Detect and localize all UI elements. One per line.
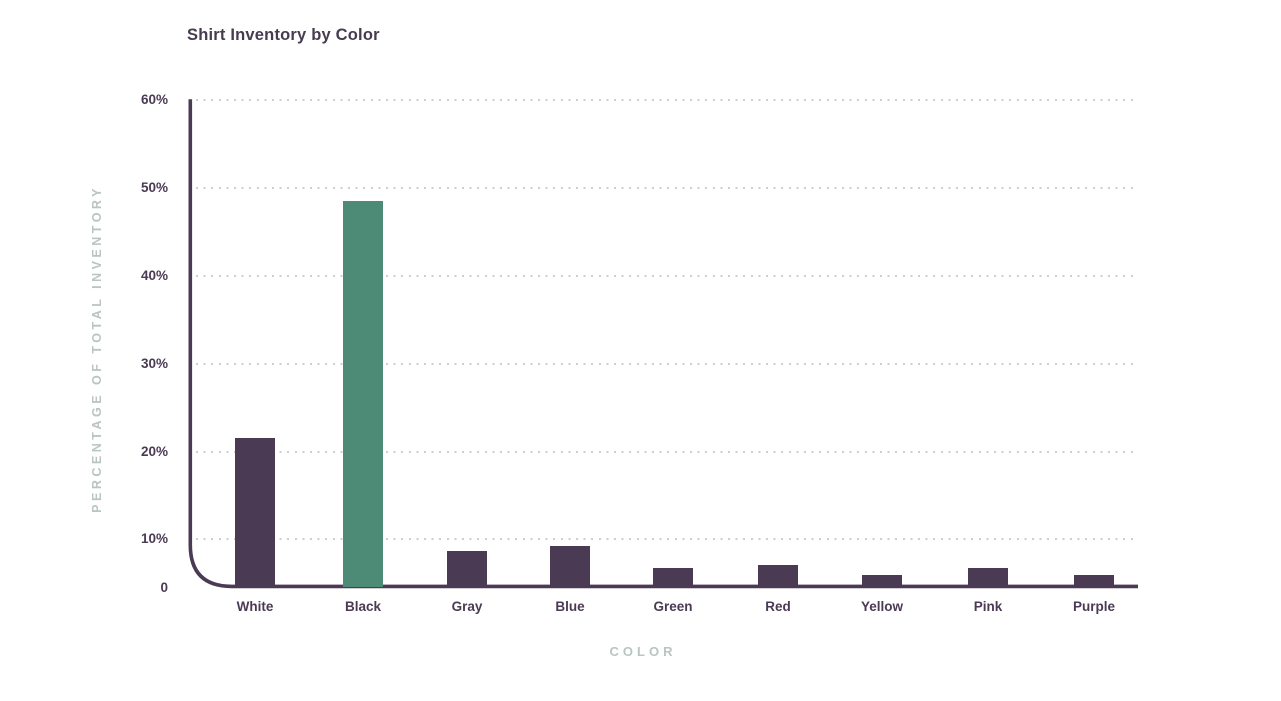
bar-black bbox=[343, 201, 383, 588]
chart-title: Shirt Inventory by Color bbox=[187, 26, 380, 44]
bar-pink bbox=[968, 567, 1008, 588]
y-tick-label-20: 20% bbox=[140, 443, 168, 459]
gridline-60 bbox=[196, 99, 1138, 102]
x-tick-label-blue: Blue bbox=[555, 599, 585, 614]
y-tick-label-40: 40% bbox=[140, 268, 168, 283]
x-tick-label-yellow: Yellow bbox=[860, 599, 904, 614]
y-tick-label-0: 0 bbox=[160, 580, 168, 595]
gridline-50 bbox=[196, 187, 1138, 190]
bar-white bbox=[235, 438, 275, 588]
x-tick-label-red: Red bbox=[765, 599, 791, 614]
x-tick-label-purple: Purple bbox=[1072, 599, 1115, 614]
bar-gray bbox=[447, 551, 487, 588]
y-tick-label-60: 60% bbox=[140, 92, 168, 108]
x-axis-title: COLOR bbox=[609, 644, 677, 659]
x-tick-label-pink: Pink bbox=[973, 599, 1003, 614]
x-tick-label-green: Green bbox=[653, 599, 693, 614]
bar-blue bbox=[550, 546, 590, 588]
gridline-20 bbox=[196, 450, 1138, 453]
bar-purple bbox=[1074, 574, 1114, 588]
gridline-10 bbox=[196, 538, 1138, 541]
bar-yellow bbox=[862, 574, 902, 588]
x-tick-label-white: White bbox=[236, 599, 274, 614]
x-tick-label-black: Black bbox=[344, 599, 382, 614]
gridline-30 bbox=[196, 362, 1138, 365]
y-tick-label-50: 50% bbox=[140, 180, 168, 196]
y-tick-label-10: 10% bbox=[140, 531, 168, 547]
bar-red bbox=[758, 565, 798, 588]
x-tick-label-gray: Gray bbox=[451, 599, 483, 614]
gridline-40 bbox=[196, 275, 1138, 277]
y-tick-label-30: 30% bbox=[140, 355, 168, 371]
bar-green bbox=[653, 567, 693, 588]
